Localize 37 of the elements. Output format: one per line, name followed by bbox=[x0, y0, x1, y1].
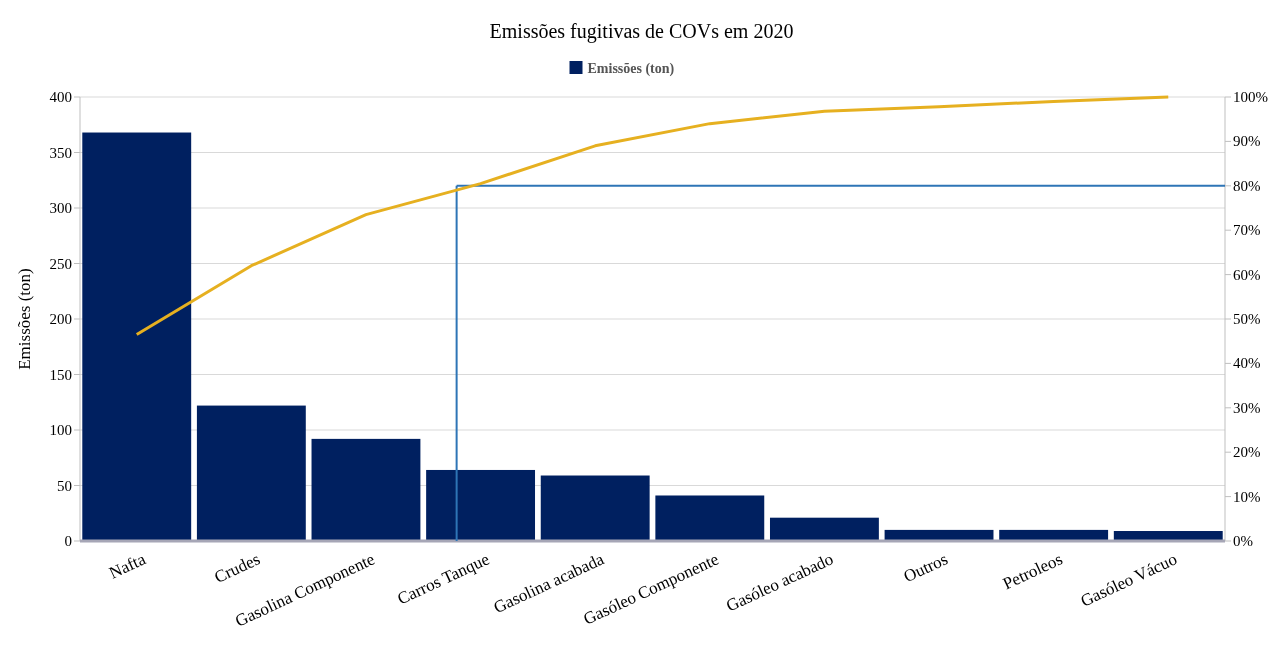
y-tick-label: 200 bbox=[49, 311, 72, 327]
y2-tick-label: 0% bbox=[1233, 533, 1253, 549]
y2-tick-label: 80% bbox=[1233, 177, 1261, 194]
chart-title: Emissões fugitivas de COVs em 2020 bbox=[489, 20, 794, 43]
bar bbox=[1113, 531, 1223, 541]
x-tick-label: Nafta bbox=[106, 549, 149, 583]
y2-tick-label: 20% bbox=[1233, 444, 1261, 461]
y-tick-label: 0 bbox=[64, 533, 72, 549]
y2-tick-label: 40% bbox=[1233, 355, 1261, 372]
y2-tick-label: 60% bbox=[1233, 266, 1261, 283]
y-axis-title: Emissões (ton) bbox=[15, 268, 34, 370]
legend-label: Emissões (ton) bbox=[587, 61, 675, 77]
bar bbox=[769, 517, 879, 541]
y-tick-label: 100 bbox=[49, 422, 72, 438]
y2-tick-label: 50% bbox=[1233, 311, 1261, 327]
x-tick-label: Outros bbox=[900, 549, 951, 587]
y2-tick-label: 90% bbox=[1233, 133, 1261, 150]
y-tick-label: 350 bbox=[49, 144, 72, 161]
y-tick-label: 400 bbox=[49, 89, 72, 105]
y-tick-label: 50 bbox=[57, 477, 72, 494]
bar bbox=[82, 132, 192, 541]
bar bbox=[196, 405, 306, 541]
bar bbox=[311, 438, 421, 541]
bar bbox=[426, 469, 536, 541]
bar bbox=[655, 495, 765, 541]
x-tick-label: Crudes bbox=[211, 549, 264, 587]
y2-tick-label: 70% bbox=[1233, 222, 1261, 239]
line-series bbox=[135, 95, 1170, 337]
y2-tick-label: 10% bbox=[1233, 488, 1261, 505]
bar bbox=[540, 475, 650, 541]
y2-tick-label: 100% bbox=[1233, 89, 1268, 105]
x-tick-label: Carros Tanque bbox=[394, 549, 493, 609]
bar bbox=[999, 529, 1109, 541]
y2-tick-label: 30% bbox=[1233, 399, 1261, 416]
y-tick-label: 250 bbox=[49, 255, 72, 272]
y-tick-label: 150 bbox=[49, 366, 72, 383]
y-tick-label: 300 bbox=[49, 200, 72, 216]
